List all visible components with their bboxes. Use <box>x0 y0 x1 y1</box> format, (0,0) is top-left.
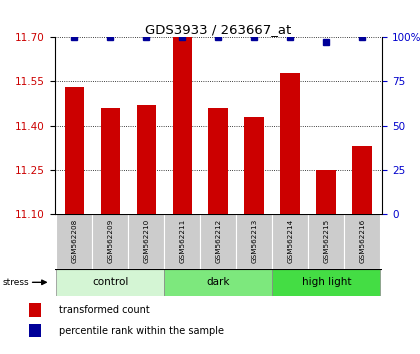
Text: GSM562211: GSM562211 <box>179 218 185 263</box>
Text: GSM562208: GSM562208 <box>71 218 77 263</box>
Bar <box>281 73 300 214</box>
Title: GDS3933 / 263667_at: GDS3933 / 263667_at <box>145 23 291 36</box>
Bar <box>273 269 381 296</box>
Bar <box>65 87 84 214</box>
Bar <box>164 269 273 296</box>
Bar <box>273 214 308 269</box>
Bar <box>200 214 236 269</box>
Text: control: control <box>92 277 129 287</box>
Text: GSM562212: GSM562212 <box>215 218 221 263</box>
Text: high light: high light <box>302 277 351 287</box>
Bar <box>29 324 41 337</box>
Bar <box>56 214 92 269</box>
Text: transformed count: transformed count <box>59 305 150 315</box>
Text: GSM562213: GSM562213 <box>252 218 257 263</box>
Bar <box>56 269 164 296</box>
Text: stress: stress <box>2 278 29 287</box>
Text: percentile rank within the sample: percentile rank within the sample <box>59 326 224 336</box>
Bar <box>352 146 372 214</box>
Bar <box>100 108 120 214</box>
Text: dark: dark <box>207 277 230 287</box>
Bar <box>164 214 200 269</box>
Bar <box>344 214 381 269</box>
Text: GSM562214: GSM562214 <box>287 218 294 263</box>
Bar <box>29 303 41 317</box>
Bar <box>244 117 264 214</box>
Bar <box>308 214 344 269</box>
Text: GSM562210: GSM562210 <box>143 218 150 263</box>
Bar <box>317 170 336 214</box>
Text: GSM562216: GSM562216 <box>360 218 365 263</box>
Bar <box>129 214 164 269</box>
Bar <box>173 37 192 214</box>
Text: GSM562209: GSM562209 <box>108 218 113 263</box>
Bar <box>236 214 273 269</box>
Bar <box>208 108 228 214</box>
Text: GSM562215: GSM562215 <box>323 218 329 263</box>
Bar <box>136 105 156 214</box>
Bar <box>92 214 129 269</box>
